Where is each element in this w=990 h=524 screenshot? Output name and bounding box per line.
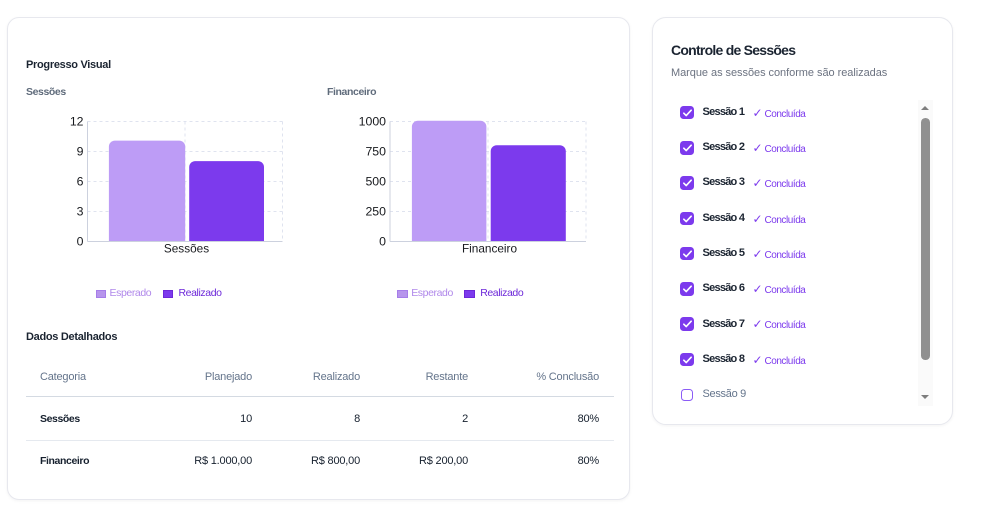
svg-text:750: 750 — [365, 145, 386, 159]
svg-text:6: 6 — [77, 175, 84, 189]
svg-text:1000: 1000 — [359, 115, 387, 129]
svg-text:3: 3 — [77, 205, 84, 219]
svg-text:Financeiro: Financeiro — [462, 242, 518, 256]
svg-text:9: 9 — [77, 145, 84, 159]
svg-text:12: 12 — [70, 115, 84, 129]
svg-text:Sessões: Sessões — [164, 242, 209, 256]
svg-text:250: 250 — [365, 205, 386, 219]
svg-text:0: 0 — [77, 235, 84, 249]
svg-text:0: 0 — [379, 235, 386, 249]
svg-text:500: 500 — [365, 175, 386, 189]
